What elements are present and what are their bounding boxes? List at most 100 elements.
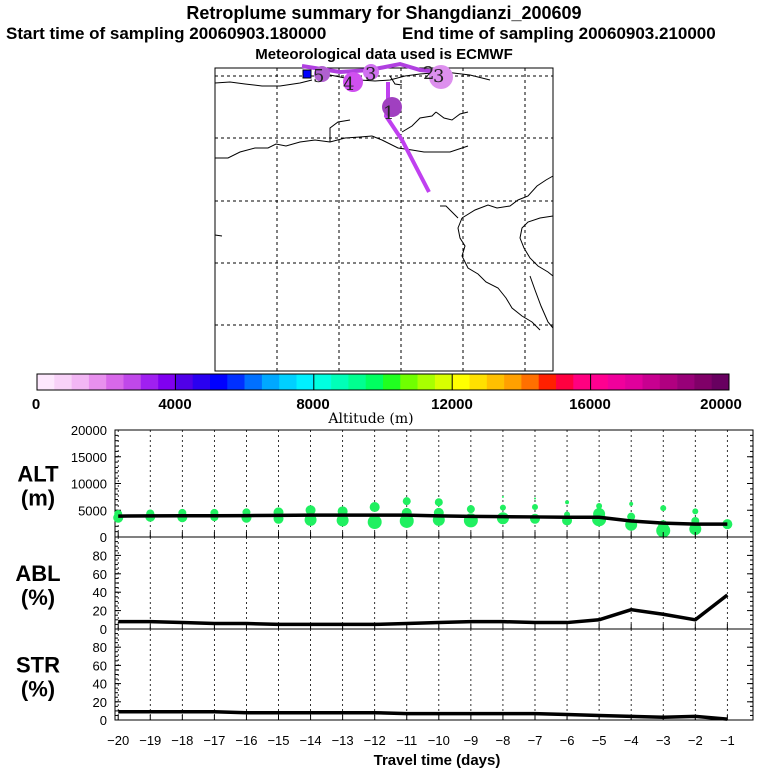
colorbar-swatch	[400, 374, 418, 390]
colorbar-label: Altitude (m)	[327, 411, 413, 427]
altitude-cluster-point	[533, 497, 536, 500]
start-time-label: Start time of sampling 20060903.180000	[6, 24, 327, 43]
x-tick-label: −7	[528, 733, 543, 748]
altitude-cluster-point	[369, 502, 380, 513]
altitude-cluster-point	[627, 512, 636, 521]
colorbar	[36, 373, 730, 391]
x-tick-label: −5	[592, 733, 607, 748]
colorbar-swatch	[175, 374, 193, 390]
panel-str: 0 20 40 60 80 STR(%)	[16, 628, 754, 728]
x-tick-label: −3	[656, 733, 671, 748]
series-line-alt	[118, 513, 728, 526]
trajectory: 1 2 3 3 4 5	[301, 61, 453, 193]
x-tick-label: −20	[107, 733, 129, 748]
plume-label-3: 3	[365, 64, 376, 85]
colorbar-swatch	[71, 374, 90, 390]
colorbar-swatch	[331, 374, 349, 390]
colorbar-swatch	[227, 374, 245, 390]
colorbar-tick-12000: 12000	[431, 396, 473, 413]
y-tick-label: 60	[93, 567, 107, 582]
altitude-cluster-point	[305, 505, 316, 516]
altitude-cluster-point	[692, 508, 699, 515]
plume-label-5: 5	[313, 66, 324, 87]
y-tick-label: 20000	[71, 423, 107, 438]
x-tick-label: −1	[720, 733, 735, 748]
colorbar-swatch	[54, 374, 72, 390]
y-tick-label: 5000	[78, 503, 107, 518]
y-tick-label: 15000	[71, 450, 107, 465]
colorbar-tick-20000: 20000	[700, 396, 742, 413]
panel-frame	[114, 536, 754, 630]
colorbar-swatch	[192, 374, 211, 390]
colorbar-swatch	[521, 374, 539, 390]
trajectory-line-1	[383, 82, 431, 193]
panel-abl: 0 20 40 60 80 ABL(%)	[15, 536, 754, 637]
colorbar-swatch	[469, 374, 488, 390]
colorbar-swatch	[677, 374, 695, 390]
altitude-cluster-point	[499, 504, 506, 511]
chart-title: Retroplume summary for Shangdianzi_20060…	[186, 3, 582, 23]
colorbar-swatch	[37, 374, 55, 390]
colorbar-swatch	[417, 374, 436, 390]
colorbar-swatch	[504, 374, 522, 390]
y-tick-label: 20	[93, 695, 107, 710]
x-tick-label: −14	[300, 733, 322, 748]
series-line-abl	[118, 593, 729, 627]
panel-label: ALT	[17, 462, 59, 487]
colorbar-swatch	[123, 374, 142, 390]
x-tick-label: −9	[463, 733, 478, 748]
x-tick-label: −11	[396, 733, 417, 748]
x-tick-label: −8	[496, 733, 511, 748]
panel-unit-label: (m)	[21, 486, 55, 511]
plume-label-1: 1	[383, 103, 394, 124]
x-tick-label: −13	[332, 733, 354, 748]
panel-frame	[114, 628, 754, 721]
colorbar-swatch	[711, 374, 730, 390]
colorbar-ticks: 0 4000 8000 12000 16000 20000	[32, 396, 742, 413]
colorbar-swatch	[348, 374, 366, 390]
colorbar-swatch	[556, 374, 574, 390]
x-tick-label: −12	[364, 733, 386, 748]
plume-label-3b: 3	[433, 66, 444, 87]
altitude-cluster-point	[402, 497, 411, 506]
altitude-cluster-point	[531, 504, 538, 511]
colorbar-swatch	[659, 374, 678, 390]
altitude-cluster-point	[466, 505, 475, 514]
end-time-label: End time of sampling 20060903.210000	[402, 24, 716, 43]
altitude-cluster-point	[660, 505, 667, 512]
altitude-cluster-point	[367, 515, 382, 530]
altitude-cluster-point	[689, 522, 702, 535]
colorbar-swatch	[383, 374, 401, 390]
plume-label-4: 4	[343, 74, 354, 95]
panel-unit-label: (%)	[21, 677, 55, 702]
colorbar-swatch	[140, 374, 159, 390]
y-tick-label: 0	[100, 622, 107, 637]
y-tick-label: 80	[93, 640, 107, 655]
colorbar-swatch	[434, 374, 453, 390]
series-line-str	[118, 710, 728, 721]
y-tick-label: 80	[93, 548, 107, 563]
altitude-cluster-point	[565, 500, 570, 505]
colorbar-swatch	[538, 374, 557, 390]
y-tick-label: 40	[93, 585, 107, 600]
colorbar-swatch	[694, 374, 712, 390]
altitude-cluster-point	[336, 514, 349, 527]
map-gridlines	[215, 68, 553, 371]
x-tick-label: −4	[624, 733, 639, 748]
altitude-cluster-point	[434, 498, 443, 507]
x-tick-label: −19	[139, 733, 161, 748]
colorbar-tick-0: 0	[32, 396, 40, 413]
altitude-cluster-point	[399, 513, 414, 528]
plume-circle-3	[363, 64, 379, 80]
colorbar-swatch	[261, 374, 280, 390]
x-tick-label: −10	[428, 733, 450, 748]
plume-circle-4	[343, 72, 363, 92]
plume-circle-5	[314, 66, 330, 82]
plume-circle-2	[429, 65, 453, 89]
colorbar-swatch	[313, 374, 332, 390]
x-tick-label: −18	[171, 733, 193, 748]
time-series-panels: 05000100001500020000ALT(m)020406080ABL(%…	[15, 423, 754, 748]
x-tick-label: −15	[267, 733, 289, 748]
altitude-cluster-point	[501, 495, 504, 498]
